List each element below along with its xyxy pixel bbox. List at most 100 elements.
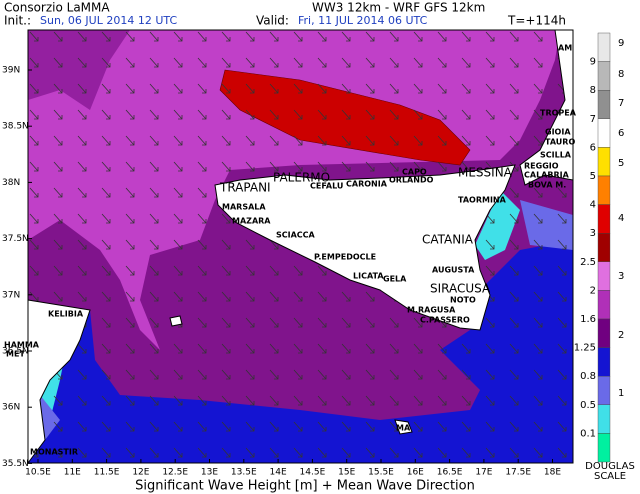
scale-height: 8 bbox=[590, 85, 596, 96]
lat-label: 36N bbox=[2, 403, 20, 413]
scale-height: 3 bbox=[590, 228, 596, 239]
scale-title: DOUGLAS bbox=[585, 461, 635, 472]
place: M.RAGUSA bbox=[407, 306, 456, 315]
place: CATANIA bbox=[422, 233, 474, 247]
scale-band bbox=[597, 147, 611, 177]
place: MESSINA bbox=[458, 166, 513, 180]
valid-time: Fri, 11 JUL 2014 06 UTC bbox=[298, 14, 428, 27]
place: AUGUSTA bbox=[432, 266, 475, 275]
init-label: Init.: bbox=[4, 14, 31, 28]
place: AM bbox=[558, 44, 572, 53]
init-time: Sun, 06 JUL 2014 12 UTC bbox=[40, 14, 177, 27]
place: MONASTIR bbox=[30, 448, 78, 457]
scale-height: 7 bbox=[590, 114, 596, 125]
scale-band bbox=[597, 347, 611, 377]
place: PALERMO bbox=[273, 171, 330, 185]
lon-label: 15.5E bbox=[368, 468, 394, 478]
place: NOTO bbox=[450, 296, 476, 305]
footer: Significant Wave Height [m] + Mean Wave … bbox=[135, 479, 475, 494]
latitude-labels: 39N 38.5N 38N 37.5N 37N 36.5N 36N 35.5N bbox=[2, 66, 32, 469]
place: C.PASSERO bbox=[420, 316, 470, 325]
lon-label: 11E bbox=[64, 468, 81, 478]
place: TAORMINA bbox=[458, 196, 507, 205]
org: Consorzio LaMMA bbox=[4, 1, 110, 15]
scale-height: 0.5 bbox=[580, 400, 596, 411]
lat-label: 36.5N bbox=[2, 347, 29, 357]
scale-height: 1.6 bbox=[580, 314, 596, 325]
tunisia bbox=[27, 299, 91, 465]
place: TAURO bbox=[545, 138, 575, 147]
place: MARSALA bbox=[222, 203, 266, 212]
scale-height: 6 bbox=[590, 142, 596, 153]
scale-douglas: 1 bbox=[618, 388, 624, 399]
place: CAPO bbox=[402, 168, 427, 177]
scale-douglas: 7 bbox=[618, 98, 624, 109]
place: TROPEA bbox=[540, 109, 577, 118]
map-frame bbox=[27, 29, 574, 464]
lat-label: 38N bbox=[2, 178, 20, 188]
sicily bbox=[214, 164, 516, 331]
lon-label: 14E bbox=[270, 468, 287, 478]
place: MET bbox=[6, 350, 25, 359]
place: ORLANDO bbox=[389, 176, 434, 185]
lon-label: 14.5E bbox=[300, 468, 326, 478]
lat-label: 38.5N bbox=[2, 122, 29, 132]
place: SCIACCA bbox=[276, 231, 316, 240]
scale-height: 0.8 bbox=[580, 371, 596, 382]
scale-band bbox=[597, 290, 611, 320]
scale-height: 5 bbox=[590, 171, 596, 182]
scale-band bbox=[597, 261, 611, 291]
place: KELIBIA bbox=[48, 310, 84, 319]
lead-time: T=+114h bbox=[507, 14, 566, 28]
lon-label: 12.5E bbox=[162, 468, 188, 478]
lat-label: 37N bbox=[2, 290, 20, 300]
scale-douglas: 8 bbox=[618, 69, 624, 80]
scale-band bbox=[597, 118, 611, 148]
pantelleria bbox=[169, 315, 183, 327]
scale-band bbox=[597, 89, 611, 119]
scale-height: 4 bbox=[590, 200, 596, 211]
scale-band bbox=[597, 404, 611, 434]
valid-label: Valid: bbox=[256, 14, 289, 28]
scale-height: 9 bbox=[590, 57, 596, 68]
place: SCILLA bbox=[540, 151, 572, 160]
scale-title: SCALE bbox=[594, 471, 626, 482]
place: BOVA M. bbox=[528, 181, 566, 190]
scale-douglas: 3 bbox=[618, 271, 624, 282]
place: REGGIO bbox=[524, 162, 559, 171]
color-scale: 9 8 7 6 5 4 3 2.5 2 1.6 1.25 0.8 0.5 0.1 9 8 7 6 5 4 3 2 1 bbox=[574, 32, 624, 463]
place: SIRACUSA bbox=[430, 282, 491, 296]
scale-height: 0.1 bbox=[580, 428, 596, 439]
scale-douglas: 9 bbox=[618, 38, 624, 49]
place: GELA bbox=[383, 275, 407, 284]
lon-label: 17E bbox=[475, 468, 492, 478]
scale-height: 1.25 bbox=[574, 343, 596, 354]
place: TRAPANI bbox=[219, 181, 271, 195]
scale-band bbox=[597, 204, 611, 234]
lon-label: 13.5E bbox=[231, 468, 257, 478]
lon-label: 16.5E bbox=[437, 468, 463, 478]
place: GIOIA bbox=[545, 128, 571, 137]
lon-label: 13E bbox=[201, 468, 218, 478]
scale-douglas: 6 bbox=[618, 128, 624, 139]
lat-label: 39N bbox=[2, 66, 20, 76]
lon-label: 10.5E bbox=[25, 468, 51, 478]
places: AM TROPEA GIOIA TAURO SCILLA REGGIO CALA… bbox=[4, 44, 577, 457]
scale-band bbox=[597, 232, 611, 262]
place: CEFALU bbox=[310, 182, 343, 191]
scale-band bbox=[597, 376, 611, 406]
place: CALABRIA bbox=[524, 171, 570, 180]
place: HAMMA bbox=[4, 341, 40, 350]
lon-label: 17.5E bbox=[505, 468, 531, 478]
place: LICATA bbox=[353, 272, 384, 281]
lon-label: 15E bbox=[338, 468, 355, 478]
scale-band bbox=[597, 175, 611, 205]
model: WW3 12km - WRF GFS 12km bbox=[312, 1, 485, 15]
scale-height: 2.5 bbox=[580, 257, 596, 268]
scale-band bbox=[597, 433, 611, 463]
lon-label: 18E bbox=[544, 468, 561, 478]
lat-label: 37.5N bbox=[2, 234, 29, 244]
scale-band bbox=[597, 32, 611, 62]
